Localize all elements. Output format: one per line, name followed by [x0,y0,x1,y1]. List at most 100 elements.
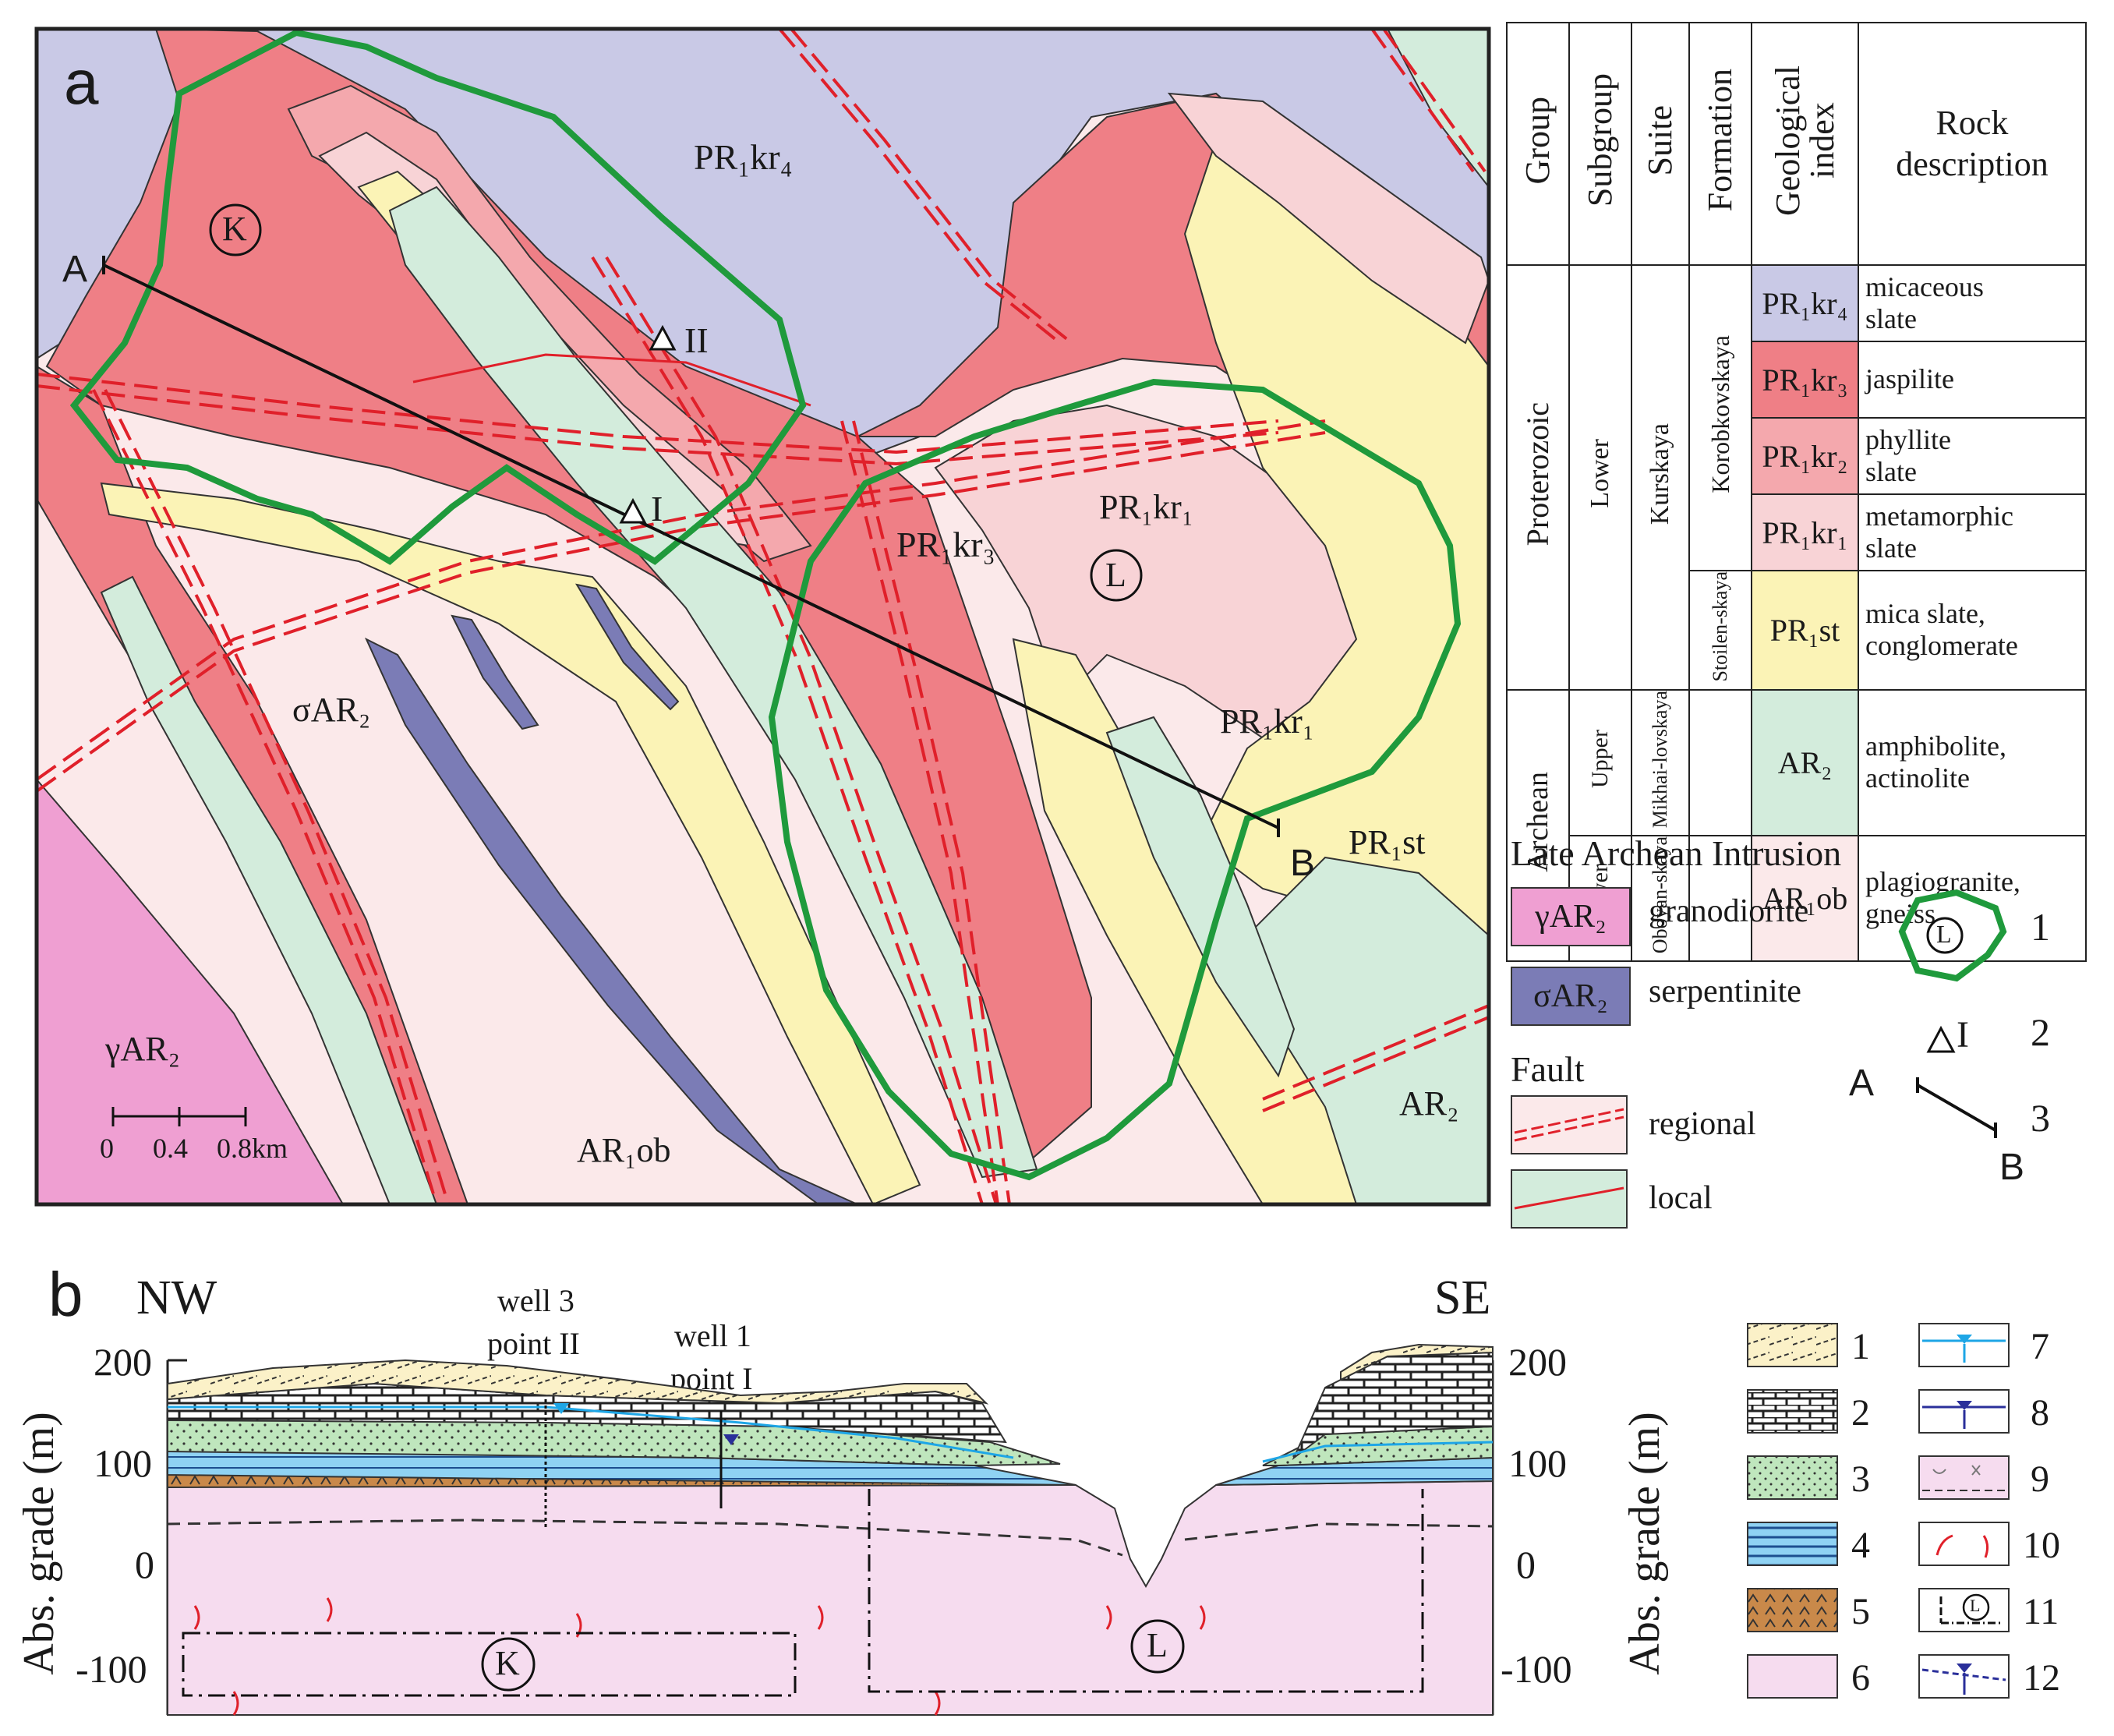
zone-k [182,1632,797,1697]
suite-mikhailovskaya: Mikhai-lovskaya [1631,688,1690,836]
point-i-triangle [619,497,647,524]
legend-regional: regional [1649,1106,1756,1142]
legend-symbol-section [1916,1077,1997,1138]
legend-sigma-box: σAR₂ [1511,967,1631,1026]
legend-b-num-5: 5 [1851,1591,1870,1632]
label-gamma-ar2: γAR₂ [105,1030,180,1068]
formation-empty-1 [1688,688,1752,836]
y-tick-right-100: 100 [1508,1441,1567,1485]
unit-st-west-base [100,482,921,1206]
legend-b-num-12: 12 [2023,1657,2060,1699]
legend-local: local [1649,1180,1713,1216]
geological-map [34,27,1491,1207]
legend-symbol-b: B [1999,1147,2025,1188]
legend-num-1: 1 [2031,905,2050,949]
legend-b-num-10: 10 [2023,1525,2060,1566]
scale-bar [111,1107,247,1126]
circle-l [1090,549,1143,602]
legend-fault-title: Fault [1511,1049,1585,1089]
legend-granodiorite: granodiorite [1649,893,1809,929]
legend-b-num-6: 6 [1851,1657,1870,1699]
legend-symbol-i: I [1957,1014,1969,1055]
legend-b-symbols [1747,1323,2010,1699]
legend-b-num-2: 2 [1851,1392,1870,1434]
index-kr4: PR₁kr₄ [1751,264,1859,342]
legend-b-num-4: 4 [1851,1525,1870,1566]
group-proterozoic: Proterozoic [1506,264,1570,691]
y-tick-left-200: 200 [94,1340,152,1384]
index-ar1ob: AR₁ob [1751,834,1859,962]
unit-sigma-lens1 [451,614,539,730]
desc-ar2: amphibolite, actinolite [1858,688,2087,836]
section-label-l: L [1147,1626,1168,1664]
header-group: Group [1506,22,1570,266]
y-tick-left-0: 0 [135,1543,154,1586]
label-l: L [1105,556,1126,594]
label-k: K [222,210,247,248]
legend-num-2: 2 [2031,1010,2050,1054]
legend-gamma-box: γAR₂ [1511,887,1631,946]
fracture-marks [193,1597,1206,1716]
label-point-i: I [651,489,663,529]
legend-symbol-triangle [1926,1025,1956,1053]
unit-ar2-center [1105,716,1296,1078]
index-kr1: PR₁kr₁ [1751,493,1859,571]
map-frame [34,27,1491,1207]
legend-symbol-contour [1898,889,2007,982]
contour-l [768,378,1462,1181]
label-pr1kr1-top: PR₁kr₁ [1099,488,1194,526]
stratigraphy-table: Group Subgroup Suite Formation Geologica… [1506,22,2087,962]
label-pr1st-map: PR₁st [1349,823,1426,861]
label-nw: NW [136,1271,217,1324]
panel-b-label: b [48,1260,83,1329]
label-well3-1: well 3 [497,1283,574,1318]
y-tick-right-m100: -100 [1501,1647,1572,1691]
layer-cover [167,1343,1494,1405]
legend-b-num-1: 1 [1851,1326,1870,1367]
legend-local-box [1511,1169,1628,1229]
section-line-ab [103,263,1279,829]
label-well3-2: point II [487,1326,580,1361]
legend-b-num-11: 11 [2023,1591,2059,1632]
unit-kr1-east [1167,92,1490,345]
scale-label-08: 0.8km [217,1133,288,1164]
point-ii-triangle [649,324,677,351]
legend-b-num-7: 7 [2031,1326,2049,1367]
header-rock-description: Rock description [1858,22,2087,266]
header-geological-index: Geological index [1751,22,1859,266]
circle-k-section [481,1637,536,1692]
formation-stoilenskaya: Stoilen-skaya [1688,570,1752,691]
label-pr1kr4: PR₁kr₄ [694,137,793,177]
y-tick-right-0: 0 [1516,1543,1536,1586]
legend-b-num-3: 3 [1851,1458,1870,1500]
contour-k [69,29,807,565]
legend-symbol-l: L [1936,920,1952,948]
desc-kr3: jaspilite [1858,341,2087,419]
layer-basement [167,1480,1494,1716]
label-se: SE [1434,1271,1491,1324]
scale-label-04: 0.4 [153,1133,188,1164]
subgroup-upper: Upper [1568,688,1632,836]
scale-label-0: 0 [100,1133,114,1164]
desc-kr4: micaceous slate [1858,264,2087,342]
desc-kr1: metamorphic slate [1858,493,2087,571]
y-tick-left-100: 100 [94,1441,152,1485]
zone-l [868,1489,1424,1693]
unit-sigma-lens2 [574,583,680,711]
label-a-end: A [62,249,88,290]
legend-regional-box [1511,1095,1628,1154]
label-sigma-ar2: σAR₂ [292,691,371,729]
legend-symbol-a: A [1849,1062,1875,1104]
legend-b-num-8: 8 [2031,1392,2049,1434]
label-pr1kr1-right: PR₁kr₁ [1220,702,1315,741]
suite-oboyanskaya: Oboyan-skaya [1631,834,1690,962]
cross-section [166,1343,1494,1716]
groundwater-upper [168,1405,1014,1459]
legend-b-num-9: 9 [2031,1458,2049,1500]
label-ar2-map: AR₂ [1399,1084,1459,1123]
legend-b-letter-11: L [1970,1596,1981,1615]
legend-num-3: 3 [2031,1096,2050,1140]
circle-k [209,203,262,256]
desc-st: mica slate, conglomerate [1858,570,2087,691]
regional-faults [35,27,1490,1205]
